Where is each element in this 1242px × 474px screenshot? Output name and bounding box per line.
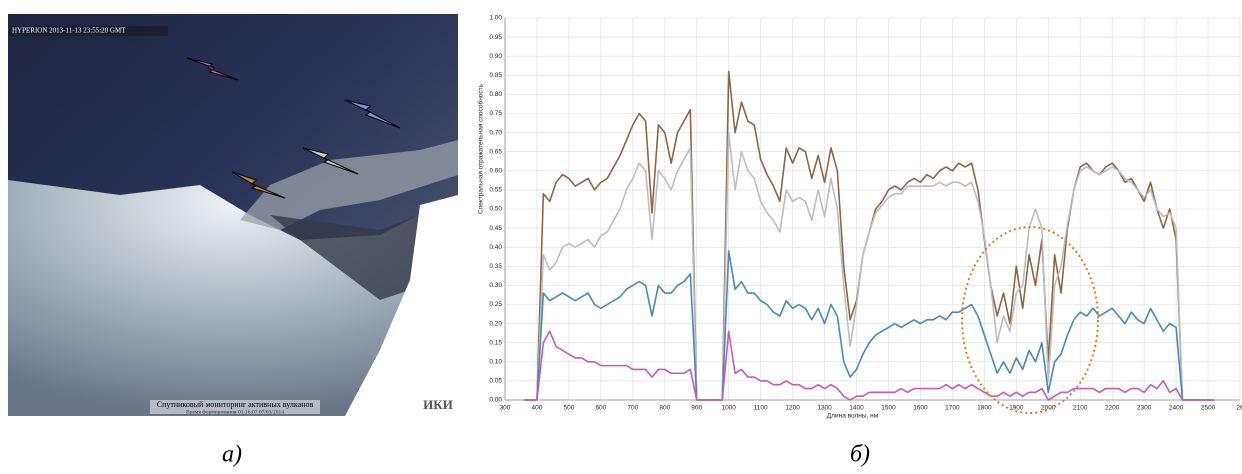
y-tick-label: 0.85 <box>489 72 502 79</box>
x-tick-label: 900 <box>691 405 702 412</box>
marker-gray <box>302 147 359 175</box>
image-footer-time: Время формирования 01:16:07 07/03/2014 <box>186 408 284 415</box>
x-tick-label: 500 <box>563 405 574 412</box>
x-tick-label: 2300 <box>1137 405 1152 412</box>
y-tick-label: 0.90 <box>489 53 502 60</box>
x-tick-label: 1000 <box>721 405 736 412</box>
x-tick-label: 1900 <box>1009 405 1024 412</box>
caption-a: а) <box>222 442 242 468</box>
caption-b: б) <box>850 442 870 468</box>
x-tick-label: 1600 <box>913 405 928 412</box>
footer-box <box>150 400 320 414</box>
y-tick-label: 0.05 <box>489 378 502 385</box>
image-logo: ИКИ <box>423 397 453 412</box>
plume <box>240 140 458 230</box>
y-tick-label: 1.00 <box>489 15 502 22</box>
y-tick-label: 0.40 <box>489 244 502 251</box>
y-axis-label: Спектральная отражательная способность <box>477 83 485 214</box>
y-tick-label: 0.20 <box>489 320 502 327</box>
image-stamp: HYPERION 2013-11-13 23:55:20 GMT <box>12 27 126 35</box>
x-tick-label: 2100 <box>1073 405 1088 412</box>
x-tick-label: 26 <box>1236 405 1242 412</box>
marker-brown <box>231 171 286 199</box>
marker-blue <box>344 99 401 129</box>
y-tick-label: 0.55 <box>489 187 502 194</box>
image-footer-title: Спутниковый мониторинг активных вулканов <box>157 400 314 409</box>
x-tick-label: 1300 <box>817 405 832 412</box>
y-tick-label: 0.70 <box>489 129 502 136</box>
y-tick-label: 0.30 <box>489 282 502 289</box>
y-tick-label: 0.45 <box>489 225 502 232</box>
y-tick-label: 0.65 <box>489 148 502 155</box>
spectral-chart: 0.00 0.05 0.10 0.15 0.20 0.25 0.30 0.35 0.40 0.45… <box>477 15 1242 420</box>
marker-pink <box>186 57 239 81</box>
stamp-box <box>10 26 168 36</box>
y-tick-label: 0.25 <box>489 301 502 308</box>
series-line <box>524 330 1215 401</box>
x-tick-label: 1400 <box>849 405 864 412</box>
y-tick-label: 0.00 <box>489 397 502 404</box>
satellite-image: HYPERION 2013-11-13 23:55:20 GMT Спутник… <box>8 14 458 416</box>
x-tick-label: 1100 <box>754 405 768 412</box>
y-tick-label: 0.75 <box>489 110 502 117</box>
y-tick-label: 0.50 <box>489 206 502 213</box>
image-edge <box>345 195 458 416</box>
y-tick-label: 0.10 <box>489 359 502 366</box>
y-tick-label: 0.60 <box>489 168 502 175</box>
x-tick-label: 2500 <box>1201 405 1216 412</box>
x-axis-label: Длина волны, нм <box>827 413 879 420</box>
y-tick-label: 0.15 <box>489 339 502 346</box>
highlight-ellipse <box>961 226 1099 414</box>
x-tick-label: 700 <box>627 405 638 412</box>
x-tick-label: 1500 <box>881 405 896 412</box>
x-tick-label: 1700 <box>945 405 960 412</box>
x-tick-label: 400 <box>532 405 543 412</box>
y-tick-label: 0.80 <box>489 91 502 98</box>
x-tick-label: 800 <box>659 405 670 412</box>
y-tick-label: 0.95 <box>489 34 502 41</box>
y-tick-label: 0.35 <box>489 263 502 270</box>
x-tick-label: 2400 <box>1169 405 1184 412</box>
x-tick-label: 300 <box>500 405 511 412</box>
series-line <box>524 131 1215 401</box>
x-tick-label: 2000 <box>1041 405 1056 412</box>
x-tick-label: 1800 <box>977 405 992 412</box>
x-tick-label: 2200 <box>1105 405 1120 412</box>
x-tick-label: 600 <box>595 405 606 412</box>
x-tick-label: 1200 <box>785 405 800 412</box>
series-line <box>524 250 1215 401</box>
